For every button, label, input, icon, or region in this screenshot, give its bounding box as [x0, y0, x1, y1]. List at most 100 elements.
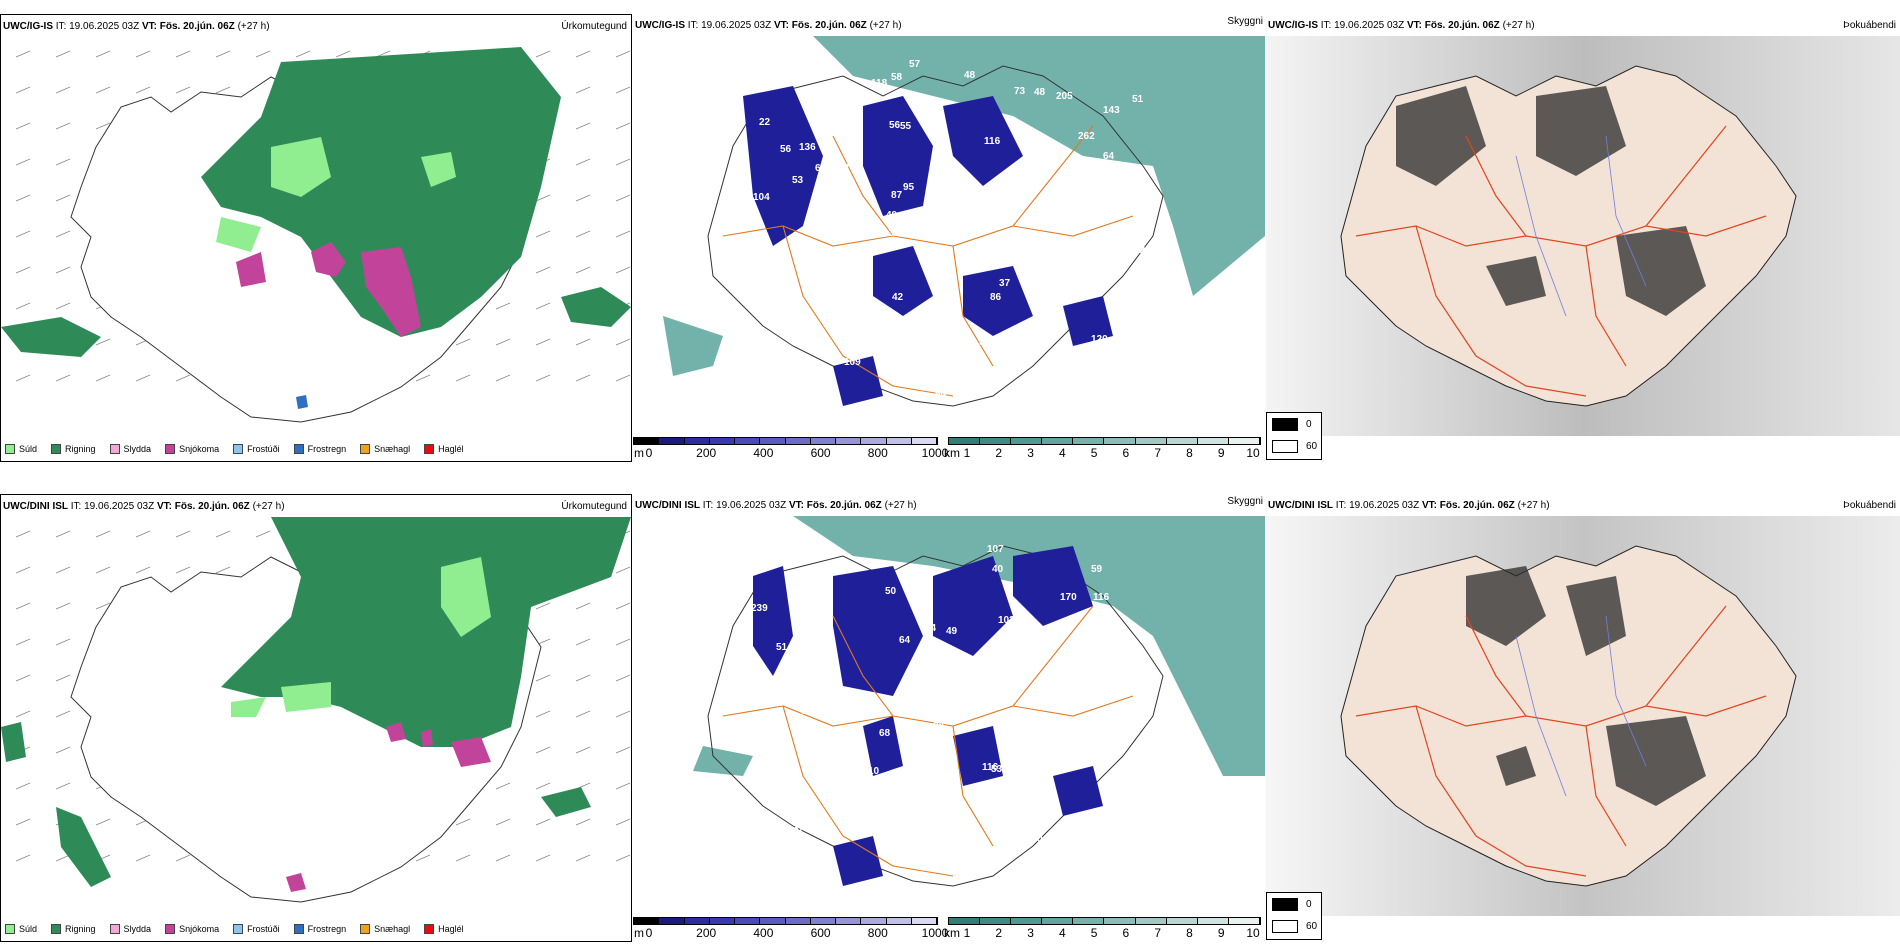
wind-barb — [535, 746, 551, 754]
wind-barb — [535, 602, 551, 610]
cloud-base-value: 53 — [792, 175, 804, 186]
wind-barb — [535, 266, 551, 274]
cloud-base-value: 40 — [992, 564, 1004, 575]
legend-item-drizzle: Súld — [5, 924, 37, 934]
wind-barb — [15, 602, 31, 610]
cloud-base-value: 50 — [816, 302, 828, 313]
colorbar-tick-label: 1 — [963, 446, 971, 460]
wind-barb — [535, 782, 551, 790]
fog-legend: 0 60 — [1266, 412, 1322, 460]
colorbar-tick-label: 9 — [1217, 926, 1225, 940]
wind-barb — [575, 710, 591, 718]
visibility-area — [693, 516, 1265, 776]
cloud-base-value: 55 — [1003, 258, 1015, 269]
wind-barb — [535, 194, 551, 202]
cloud-base-value: 73 — [1014, 86, 1026, 97]
fog-legend: 0 60 — [1266, 892, 1322, 940]
cloud-base-value: 59 — [1091, 564, 1103, 575]
wind-barb — [535, 230, 551, 238]
colorbar-tick-label: 4 — [1058, 446, 1066, 460]
wind-barb — [135, 86, 151, 94]
panel-field-name: Skyggni — [1227, 16, 1263, 27]
cloud-base-value: 118 — [871, 78, 888, 89]
visibility-unit: km — [944, 446, 960, 460]
wind-barb — [15, 122, 31, 130]
cloud-base-value-labels: 648 104 143 113 116 76 56 70 61 40 47 58 55 140 134 22 5… — [729, 59, 1154, 405]
wind-barb — [55, 266, 71, 274]
legend-item-snow: Snjókoma — [165, 444, 219, 454]
colorbar-segment — [911, 918, 937, 924]
river-network — [1515, 615, 1647, 797]
wind-barb — [215, 530, 231, 538]
wind-barb — [615, 266, 631, 274]
wind-barb — [55, 710, 71, 718]
cloud-base-value: 57 — [737, 64, 749, 75]
colorbar-tick-label: 2 — [995, 446, 1003, 460]
snow-area — [236, 242, 421, 337]
panel-title: UWC/IG-IS IT: 19.06.2025 03Z VT: Fös. 20… — [1268, 20, 1535, 31]
cloud-base-value: 76 — [1055, 675, 1067, 686]
cloud-base-value: 102 — [998, 615, 1015, 626]
cloud-base-value: 205 — [1056, 91, 1073, 102]
wind-barb — [455, 338, 471, 346]
wind-barb — [615, 86, 631, 94]
legend-swatch — [293, 444, 304, 454]
colorbar-tick-label: 2 — [995, 926, 1003, 940]
wind-barb — [135, 374, 151, 382]
colorbar-segment — [949, 438, 981, 444]
legend-item-freezing-drizzle: Frostúði — [233, 444, 280, 454]
wind-barb — [455, 818, 471, 826]
colorbar-segment — [709, 918, 735, 924]
wind-barb — [55, 194, 71, 202]
cloud-base-value: 95 — [740, 378, 752, 389]
cloud-base-value: 116 — [984, 136, 1001, 147]
fog-legend-swatch — [1272, 440, 1298, 453]
cloud-base-value: 104 — [753, 192, 770, 203]
road-network — [722, 605, 1134, 877]
colorbar-segment — [1073, 438, 1105, 444]
cloud-base-value: 64 — [899, 635, 911, 646]
cloud-base-value: 55 — [846, 738, 858, 749]
colorbar-segment — [785, 918, 811, 924]
precip-map — [1, 47, 631, 423]
wind-barb — [15, 86, 31, 94]
cloud-base-value: 100 — [1026, 834, 1043, 845]
panel-field-name: Þokuábendi — [1843, 500, 1896, 511]
cloud-base-value: 94 — [1125, 163, 1137, 174]
legend-swatch — [109, 924, 120, 934]
rain-area — [1, 47, 631, 357]
cloud-base-value: 34 — [1095, 728, 1107, 739]
wind-barb — [495, 374, 511, 382]
cloud-base-value: 49 — [886, 210, 898, 221]
colorbar-tick-label: 3 — [1027, 446, 1034, 460]
colorbar-tick-label: 10 — [1246, 926, 1260, 940]
wind-barb — [15, 674, 31, 682]
cloud-base-value: 44 — [771, 381, 783, 392]
colorbar-segment — [810, 438, 836, 444]
colorbar-tick-label: 8 — [1186, 926, 1193, 940]
cloud-base-value: 58 — [891, 72, 903, 83]
colorbar-tick-label: 200 — [696, 926, 717, 940]
cloud-base-value: 48 — [1034, 87, 1046, 98]
wind-barb — [15, 638, 31, 646]
wind-barb — [255, 530, 271, 538]
cloud-base-value: 116 — [1093, 592, 1110, 603]
legend-swatch — [165, 444, 176, 454]
fog-indicator-map — [1266, 36, 1900, 436]
wind-barb — [95, 566, 111, 574]
wind-barb — [535, 674, 551, 682]
legend-swatch — [360, 444, 371, 454]
fog-legend-row: 60 — [1272, 440, 1317, 453]
cloud-base-value: 87 — [891, 190, 903, 201]
wind-barb — [55, 854, 71, 862]
colorbar-segment — [1042, 918, 1074, 924]
wind-barb — [55, 530, 71, 538]
cloud-base-value: 95 — [903, 182, 915, 193]
cloud-visibility-map: 648 104 143 113 116 76 56 70 61 40 47 58 55 140 134 22 5… — [633, 36, 1265, 436]
cloud-base-value: 61 — [767, 304, 779, 315]
legend-item-freezing-rain: Frostregn — [293, 444, 346, 454]
colorbar-tick-label: 0 — [645, 446, 653, 460]
legend-item-rain: Rigning — [51, 924, 96, 934]
fog-dark-areas — [1466, 566, 1706, 806]
wind-barb — [15, 302, 31, 310]
